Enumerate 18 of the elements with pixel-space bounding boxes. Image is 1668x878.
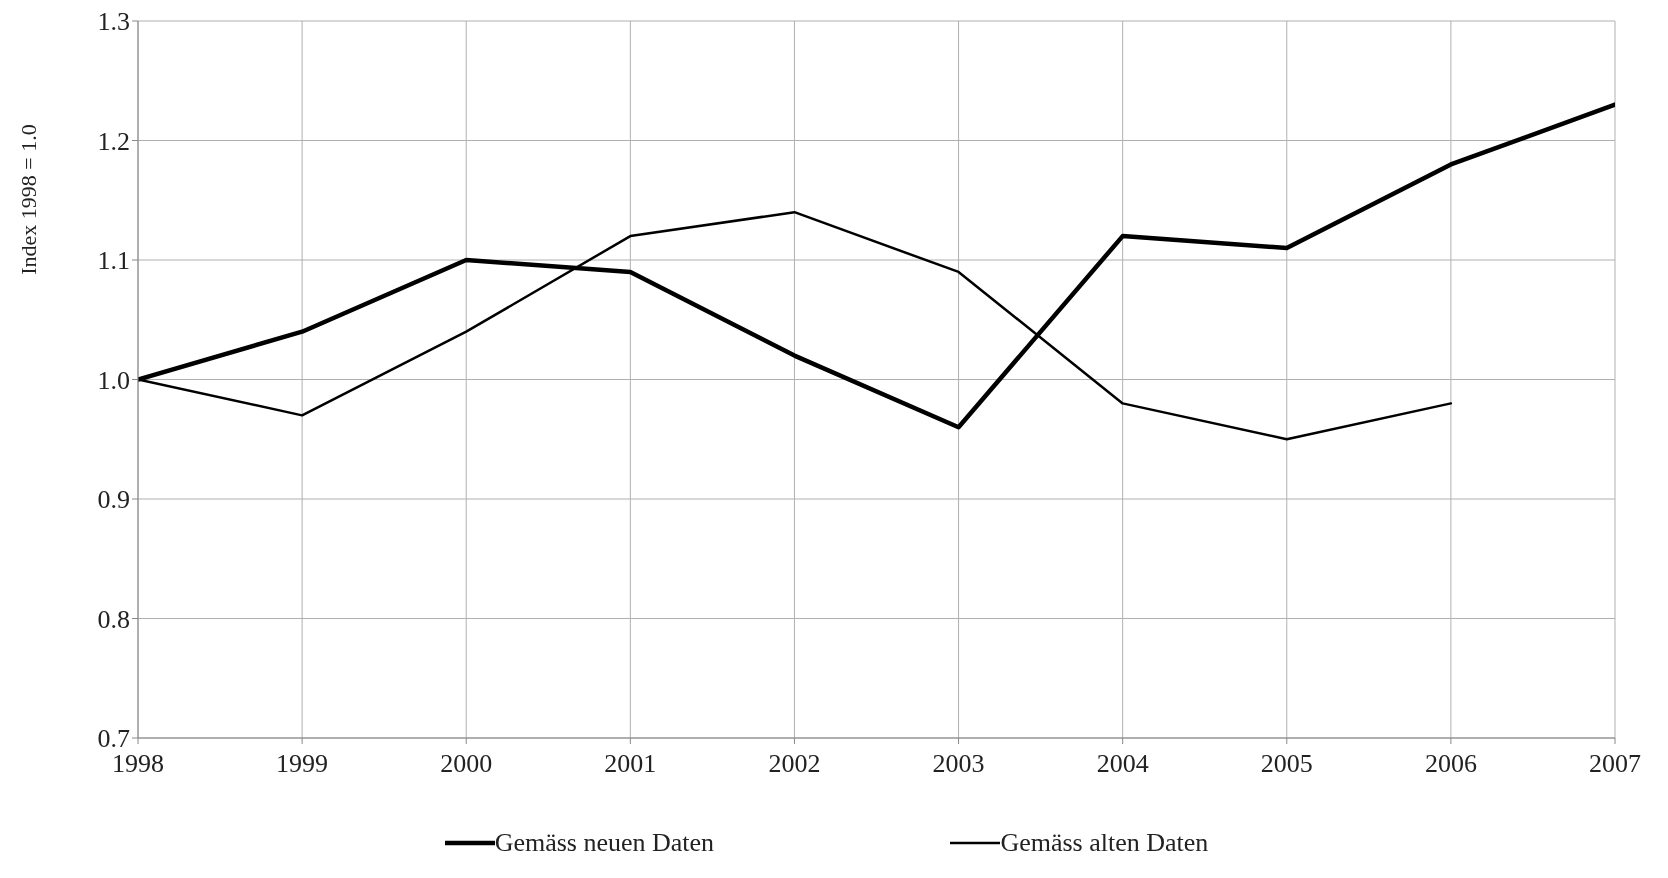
- y-tick-label: 1.0: [97, 365, 130, 395]
- y-tick-label: 1.2: [97, 126, 130, 156]
- x-tick-label: 2000: [440, 749, 493, 779]
- legend-label: Gemäss alten Daten: [1000, 828, 1209, 858]
- y-tick-label: 0.9: [97, 485, 130, 515]
- y-tick-label: 1.1: [97, 246, 130, 276]
- legend-label: Gemäss neuen Daten: [494, 828, 715, 858]
- x-tick-label: 2004: [1096, 749, 1149, 779]
- x-tick-label: 2003: [932, 749, 985, 779]
- y-tick-label: 1.3: [97, 7, 130, 37]
- x-tick-label: 2002: [768, 749, 821, 779]
- x-tick-label: 2007: [1589, 749, 1641, 779]
- x-tick-label: 2001: [604, 749, 657, 779]
- y-tick-label: 0.8: [97, 604, 130, 634]
- x-tick-label: 2005: [1260, 749, 1313, 779]
- x-tick-label: 2006: [1424, 749, 1477, 779]
- y-axis-title: Index 1998 = 1.0: [15, 124, 41, 275]
- x-tick-label: 1999: [276, 749, 329, 779]
